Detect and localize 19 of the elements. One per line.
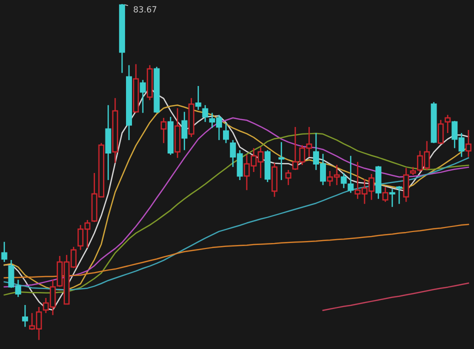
candlestick	[146, 64, 153, 101]
candlestick	[188, 97, 194, 138]
candlestick	[140, 79, 146, 114]
candlestick	[340, 172, 347, 189]
candlestick	[348, 155, 354, 194]
candlestick	[112, 97, 118, 164]
candlestick	[126, 64, 132, 141]
candlestick	[278, 141, 284, 181]
candlestick	[444, 114, 451, 134]
candlestick	[285, 169, 292, 186]
candlestick	[195, 85, 202, 110]
candlestick	[105, 104, 112, 181]
annotation: 83.67	[134, 6, 156, 12]
candlestick	[160, 117, 167, 144]
candlestick	[382, 186, 388, 202]
candlestick	[202, 104, 208, 123]
candlestick	[181, 111, 188, 151]
candlestick	[389, 188, 396, 208]
candlestick	[1, 241, 8, 263]
